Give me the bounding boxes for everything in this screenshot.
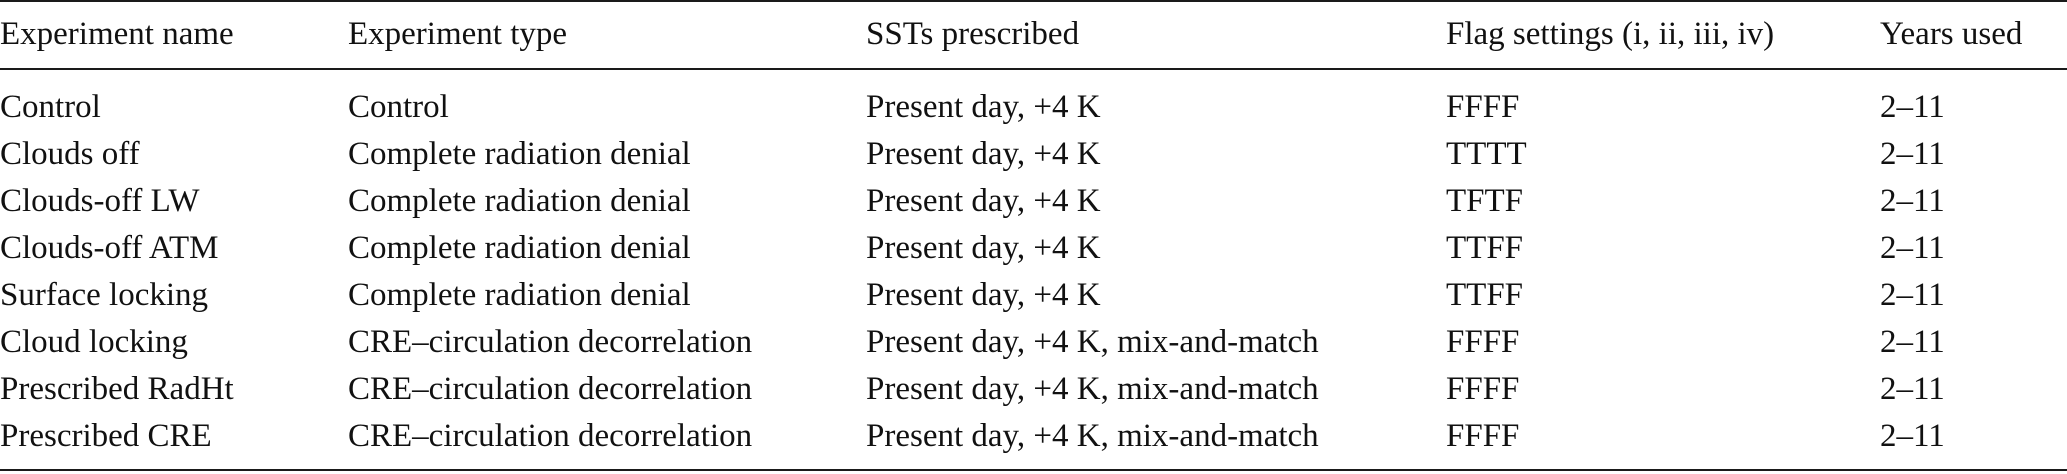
cell-flag-settings: FFFF (1446, 371, 1520, 407)
cell-experiment-type: CRE–circulation decorrelation (348, 324, 753, 360)
cell-years-used: 2–11 (1880, 89, 1945, 125)
table-row: Prescribed RadHt CRE–circulation decorre… (0, 366, 2067, 413)
cell-experiment-type: Complete radiation denial (348, 183, 691, 219)
cell-years-used: 2–11 (1880, 183, 1945, 219)
table-row: Control Control Present day, +4 K FFFF 2… (0, 84, 2067, 131)
table-header: Experiment name Experiment type SSTs pre… (0, 0, 2067, 84)
table-row: Clouds off Complete radiation denial Pre… (0, 131, 2067, 178)
cell-flag-settings: TFTF (1446, 183, 1524, 219)
cell-experiment-name: Clouds off (0, 136, 140, 172)
header-experiment-type: Experiment type (348, 15, 568, 52)
experiments-table: Experiment name Experiment type SSTs pre… (0, 0, 2067, 460)
cell-ssts-prescribed: Present day, +4 K, mix-and-match (866, 371, 1319, 407)
cell-flag-settings: FFFF (1446, 324, 1520, 360)
header-ssts-prescribed: SSTs prescribed (866, 15, 1080, 52)
cell-experiment-name: Clouds-off LW (0, 183, 200, 219)
cell-years-used: 2–11 (1880, 230, 1945, 266)
cell-flag-settings: FFFF (1446, 418, 1520, 454)
table-row: Prescribed CRE CRE–circulation decorrela… (0, 413, 2067, 460)
cell-years-used: 2–11 (1880, 277, 1945, 313)
cell-ssts-prescribed: Present day, +4 K (866, 183, 1101, 219)
table-row: Clouds-off LW Complete radiation denial … (0, 178, 2067, 225)
table-body: Control Control Present day, +4 K FFFF 2… (0, 84, 2067, 460)
table-row: Surface locking Complete radiation denia… (0, 272, 2067, 319)
cell-flag-settings: TTFF (1446, 277, 1524, 313)
cell-experiment-type: Control (348, 89, 449, 125)
header-flag-settings: Flag settings (i, ii, iii, iv) (1446, 15, 1775, 52)
cell-experiment-type: Complete radiation denial (348, 277, 691, 313)
cell-experiment-name: Control (0, 89, 101, 125)
header-experiment-name: Experiment name (0, 15, 234, 52)
cell-years-used: 2–11 (1880, 371, 1945, 407)
cell-flag-settings: FFFF (1446, 89, 1520, 125)
cell-experiment-name: Surface locking (0, 277, 209, 313)
cell-years-used: 2–11 (1880, 418, 1945, 454)
cell-experiment-type: Complete radiation denial (348, 230, 691, 266)
cell-years-used: 2–11 (1880, 324, 1945, 360)
cell-ssts-prescribed: Present day, +4 K (866, 136, 1101, 172)
cell-flag-settings: TTFF (1446, 230, 1524, 266)
cell-experiment-name: Cloud locking (0, 324, 188, 360)
cell-ssts-prescribed: Present day, +4 K, mix-and-match (866, 418, 1319, 454)
cell-ssts-prescribed: Present day, +4 K (866, 89, 1101, 125)
cell-experiment-name: Clouds-off ATM (0, 230, 219, 266)
cell-experiment-name: Prescribed CRE (0, 418, 212, 454)
header-years-used: Years used (1880, 15, 2023, 52)
table-row: Clouds-off ATM Complete radiation denial… (0, 225, 2067, 272)
cell-ssts-prescribed: Present day, +4 K (866, 230, 1101, 266)
table-header-rule (0, 68, 2067, 70)
cell-ssts-prescribed: Present day, +4 K (866, 277, 1101, 313)
table-top-rule (0, 0, 2067, 2)
cell-ssts-prescribed: Present day, +4 K, mix-and-match (866, 324, 1319, 360)
table-bottom-rule (0, 469, 2067, 471)
cell-experiment-type: CRE–circulation decorrelation (348, 418, 753, 454)
header-row: Experiment name Experiment type SSTs pre… (0, 0, 2067, 68)
cell-experiment-type: Complete radiation denial (348, 136, 691, 172)
cell-years-used: 2–11 (1880, 136, 1945, 172)
cell-experiment-type: CRE–circulation decorrelation (348, 371, 753, 407)
table-row: Cloud locking CRE–circulation decorrelat… (0, 319, 2067, 366)
header-spacer (0, 68, 2067, 84)
cell-flag-settings: TTTT (1446, 136, 1527, 172)
cell-experiment-name: Prescribed RadHt (0, 371, 234, 407)
